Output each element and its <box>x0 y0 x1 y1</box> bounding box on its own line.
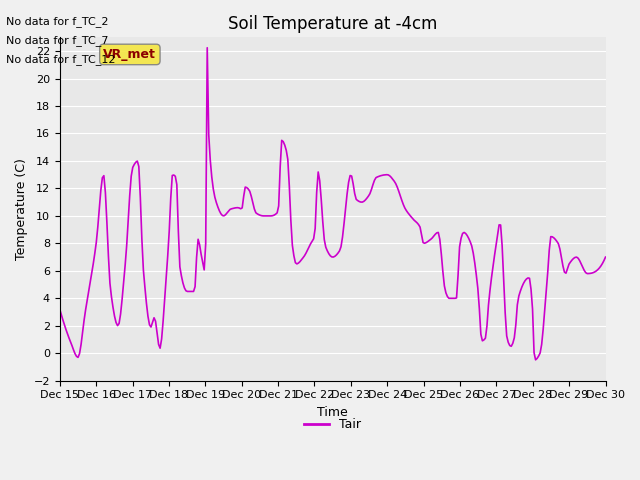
Y-axis label: Temperature (C): Temperature (C) <box>15 158 28 260</box>
Text: No data for f_TC_7: No data for f_TC_7 <box>6 35 109 46</box>
Text: No data for f_TC_12: No data for f_TC_12 <box>6 54 116 65</box>
Text: VR_met: VR_met <box>104 48 156 61</box>
Legend: Tair: Tair <box>299 413 366 436</box>
X-axis label: Time: Time <box>317 406 348 419</box>
Title: Soil Temperature at -4cm: Soil Temperature at -4cm <box>228 15 437 33</box>
Text: No data for f_TC_2: No data for f_TC_2 <box>6 16 109 27</box>
